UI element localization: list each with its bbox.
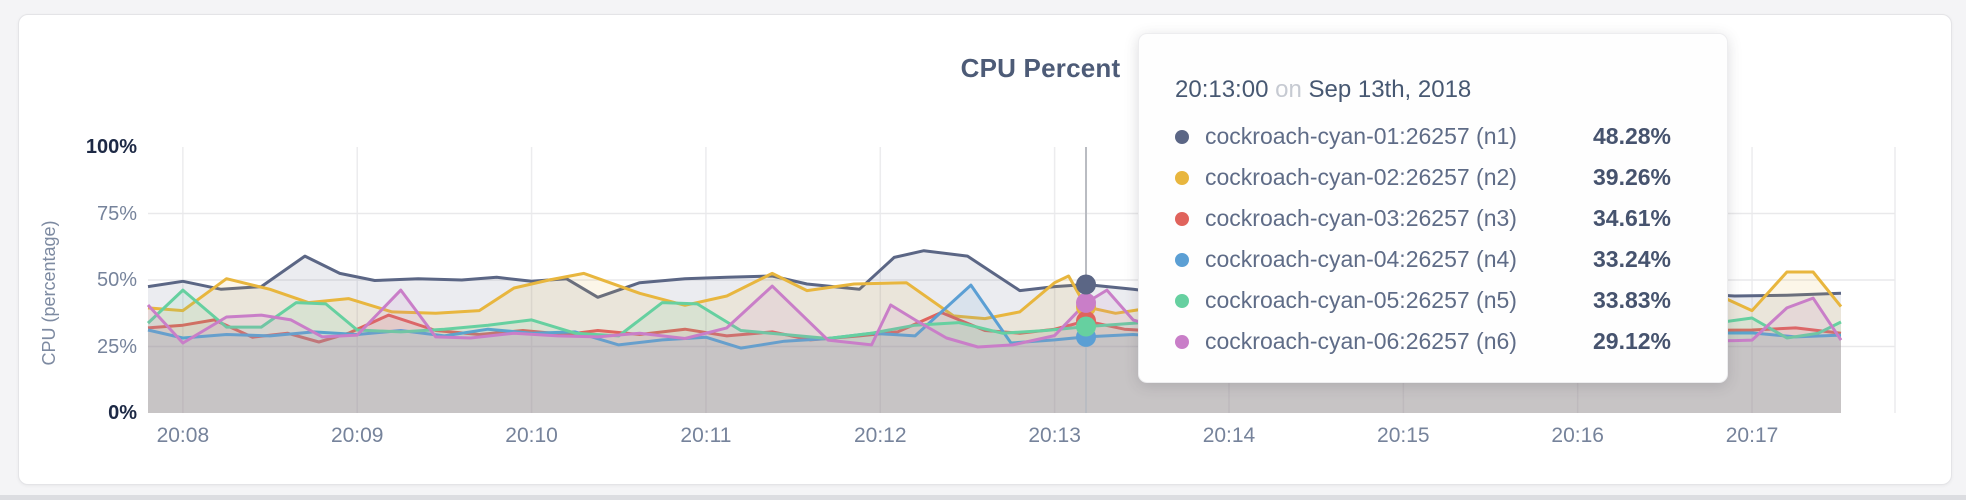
x-tick-label: 20:17 [1725, 424, 1779, 447]
tooltip-row: cockroach-cyan-04:26257 (n4) 33.24% [1175, 239, 1671, 280]
y-tick-label: 75% [96, 202, 137, 225]
hover-dot [1076, 274, 1097, 295]
tooltip-series-value: 48.28% [1592, 123, 1671, 149]
tooltip-row: cockroach-cyan-01:26257 (n1) 48.28% [1175, 116, 1671, 157]
hover-dot [1076, 316, 1097, 337]
x-tick-label: 20:08 [156, 424, 210, 447]
tooltip-series-label: cockroach-cyan-01:26257 (n1) [1205, 123, 1517, 149]
tooltip-row: cockroach-cyan-02:26257 (n2) 39.26% [1175, 157, 1671, 198]
x-tick-label: 20:13 [1028, 424, 1081, 447]
series-color-dot-icon [1175, 170, 1189, 185]
series-color-dot-icon [1175, 211, 1189, 226]
tooltip-series-label: cockroach-cyan-02:26257 (n2) [1205, 164, 1517, 190]
hover-tooltip: 20:13:00 on Sep 13th, 2018 cockroach-cya… [1138, 33, 1728, 383]
tooltip-time: 20:13:00 [1175, 76, 1269, 103]
x-tick-label: 20:15 [1377, 424, 1430, 447]
x-tick-label: 20:10 [505, 424, 558, 447]
x-tick-label: 20:09 [330, 424, 384, 447]
x-tick-label: 20:11 [680, 424, 732, 447]
tooltip-date: Sep 13th, 2018 [1308, 76, 1472, 103]
tooltip-header: 20:13:00 on Sep 13th, 2018 [1175, 76, 1671, 104]
y-tick-label: 25% [96, 335, 137, 358]
y-tick-label: 100% [85, 136, 137, 158]
x-tick-label: 20:14 [1202, 424, 1256, 447]
chart-title: CPU Percent [960, 53, 1121, 83]
tooltip-series-value: 34.61% [1592, 205, 1671, 231]
y-tick-label: 0% [108, 402, 137, 424]
tooltip-series-label: cockroach-cyan-03:26257 (n3) [1205, 205, 1517, 231]
tooltip-row: cockroach-cyan-05:26257 (n5) 33.83% [1175, 280, 1671, 321]
series-color-dot-icon [1175, 293, 1189, 308]
tooltip-series-label: cockroach-cyan-06:26257 (n6) [1205, 328, 1517, 354]
tooltip-series-label: cockroach-cyan-04:26257 (n4) [1205, 246, 1517, 272]
x-tick-label: 20:12 [853, 424, 907, 447]
tooltip-series-value: 29.12% [1592, 328, 1671, 354]
tooltip-conjunction: on [1275, 76, 1302, 103]
series-color-dot-icon [1175, 252, 1189, 267]
tooltip-row: cockroach-cyan-03:26257 (n3) 34.61% [1175, 198, 1671, 239]
tooltip-rows: cockroach-cyan-01:26257 (n1) 48.28% cockro… [1139, 116, 1727, 362]
tooltip-series-value: 33.24% [1592, 246, 1671, 272]
hover-dot [1076, 292, 1097, 313]
tooltip-row: cockroach-cyan-06:26257 (n6) 29.12% [1175, 321, 1671, 362]
tooltip-series-label: cockroach-cyan-05:26257 (n5) [1205, 287, 1517, 313]
tooltip-series-value: 33.83% [1592, 287, 1671, 313]
next-card-edge [0, 495, 1966, 500]
x-tick-label: 20:16 [1551, 424, 1604, 447]
tooltip-series-value: 39.26% [1592, 164, 1671, 190]
y-tick-label: 50% [96, 269, 137, 291]
series-color-dot-icon [1175, 334, 1189, 349]
series-color-dot-icon [1175, 129, 1189, 144]
